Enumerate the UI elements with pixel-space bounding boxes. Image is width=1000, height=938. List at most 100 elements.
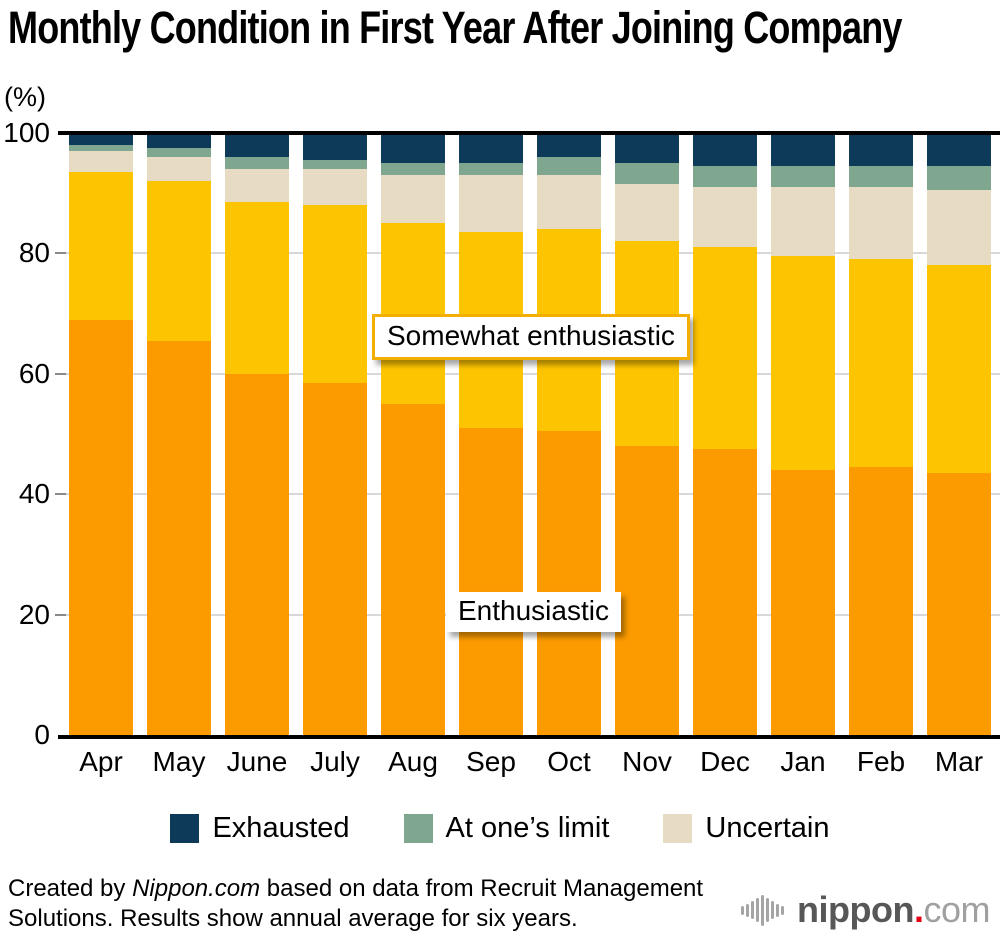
footer-line-1: Created by Nippon.com based on data from… [8, 874, 703, 904]
segment-uncertain-may [147, 157, 211, 182]
segment-enthusiastic-apr [69, 319, 133, 735]
segment-uncertain-oct [537, 175, 601, 230]
segment-at-one-s-limit-oct [537, 157, 601, 176]
axis-line-100 [58, 131, 1000, 135]
segment-exhausted-aug [381, 133, 445, 164]
segment-somewhat-enthusiastic-july [303, 205, 367, 383]
segment-exhausted-sep [459, 133, 523, 164]
y-tick-80 [55, 252, 66, 255]
x-axis-label-dec: Dec [700, 746, 750, 777]
x-axis-label-nov: Nov [622, 746, 672, 777]
legend: Exhausted At one’s limit Uncertain [0, 812, 1000, 844]
x-axis-label-apr: Apr [79, 746, 123, 777]
x-axis-label-aug: Aug [388, 746, 438, 777]
y-tick-60 [55, 372, 66, 375]
axis-line-0 [58, 735, 1000, 739]
segment-exhausted-oct [537, 133, 601, 158]
logo-name: nippon [797, 889, 914, 930]
legend-swatch-uncertain [663, 813, 693, 843]
segment-exhausted-june [225, 133, 289, 158]
segment-enthusiastic-nov [615, 446, 679, 735]
x-axis-label-may: May [152, 746, 206, 777]
segment-exhausted-july [303, 133, 367, 161]
y-axis-label-60: 60 [18, 357, 50, 389]
segment-somewhat-enthusiastic-aug [381, 223, 445, 404]
soundwave-bar [761, 894, 765, 926]
logo-dot: . [913, 889, 924, 930]
chart-title: Monthly Condition in First Year After Jo… [8, 2, 902, 53]
segment-somewhat-enthusiastic-june [225, 202, 289, 374]
segment-at-one-s-limit-may [147, 148, 211, 158]
annotation-enthusiastic-label: Enthusiastic [458, 595, 609, 626]
segment-uncertain-dec [693, 187, 757, 248]
segment-at-one-s-limit-nov [615, 163, 679, 185]
segment-exhausted-dec [693, 133, 757, 167]
legend-label-exhausted: Exhausted [212, 812, 350, 844]
bar-nov [615, 133, 679, 735]
soundwave-bar [756, 898, 760, 922]
soundwave-bar [766, 898, 770, 922]
y-tick-20 [55, 613, 66, 616]
segment-at-one-s-limit-apr [69, 145, 133, 152]
segment-at-one-s-limit-aug [381, 163, 445, 176]
segment-at-one-s-limit-june [225, 157, 289, 170]
logo-suffix: com [923, 889, 990, 930]
bar-dec [693, 133, 757, 735]
segment-somewhat-enthusiastic-dec [693, 247, 757, 450]
bar-mar [927, 133, 991, 735]
segment-enthusiastic-may [147, 340, 211, 735]
segment-enthusiastic-july [303, 382, 367, 735]
segment-enthusiastic-dec [693, 449, 757, 735]
gridline-60 [66, 372, 1000, 375]
y-axis-unit: (%) [4, 82, 46, 112]
segment-at-one-s-limit-sep [459, 163, 523, 176]
x-axis-label-mar: Mar [934, 746, 984, 777]
footer-credit: Created by Nippon.com based on data from… [8, 874, 703, 934]
legend-label-at-one-s-limit: At one’s limit [445, 812, 610, 844]
segment-enthusiastic-oct [537, 431, 601, 735]
footer-text: Created by [8, 875, 133, 902]
segment-exhausted-apr [69, 133, 133, 146]
segment-enthusiastic-jan [771, 470, 835, 735]
gridline-40 [66, 493, 1000, 496]
segment-exhausted-feb [849, 133, 913, 167]
legend-label-uncertain: Uncertain [705, 812, 830, 844]
segment-uncertain-july [303, 169, 367, 206]
nippon-logo: nippon. com [741, 888, 990, 932]
soundwave-bar [746, 903, 750, 917]
x-axis-label-july: July [310, 746, 360, 777]
segment-somewhat-enthusiastic-feb [849, 259, 913, 468]
y-axis-label-100: 100 [3, 117, 50, 148]
y-tick-40 [55, 493, 66, 496]
legend-item-exhausted: Exhausted [170, 812, 350, 844]
segment-exhausted-may [147, 133, 211, 149]
segment-uncertain-aug [381, 175, 445, 224]
segment-at-one-s-limit-dec [693, 166, 757, 188]
soundwave-bar [776, 903, 780, 917]
footer-text: based on data from Recruit Management [260, 875, 704, 902]
segment-uncertain-nov [615, 184, 679, 242]
x-axis-label-feb: Feb [856, 746, 906, 777]
gridline-80 [66, 252, 1000, 255]
bar-sep [459, 133, 523, 735]
segment-uncertain-jan [771, 187, 835, 257]
segment-enthusiastic-mar [927, 473, 991, 735]
x-axis-label-oct: Oct [547, 746, 591, 777]
segment-enthusiastic-feb [849, 467, 913, 735]
annotation-somewhat-enthusiastic: Somewhat enthusiastic [372, 314, 690, 360]
segment-uncertain-mar [927, 190, 991, 266]
bar-feb [849, 133, 913, 735]
soundwave-bar [751, 901, 755, 919]
segment-at-one-s-limit-jan [771, 166, 835, 188]
segment-exhausted-mar [927, 133, 991, 167]
segment-exhausted-nov [615, 133, 679, 164]
bar-may [147, 133, 211, 735]
annotation-enthusiastic: Enthusiastic [446, 592, 621, 632]
x-axis-label-jan: Jan [780, 746, 826, 777]
segment-somewhat-enthusiastic-apr [69, 172, 133, 320]
legend-item-at-one-s-limit: At one’s limit [403, 812, 610, 844]
segment-enthusiastic-june [225, 373, 289, 735]
segment-at-one-s-limit-july [303, 160, 367, 170]
y-axis-label-20: 20 [18, 598, 50, 630]
segment-uncertain-sep [459, 175, 523, 233]
